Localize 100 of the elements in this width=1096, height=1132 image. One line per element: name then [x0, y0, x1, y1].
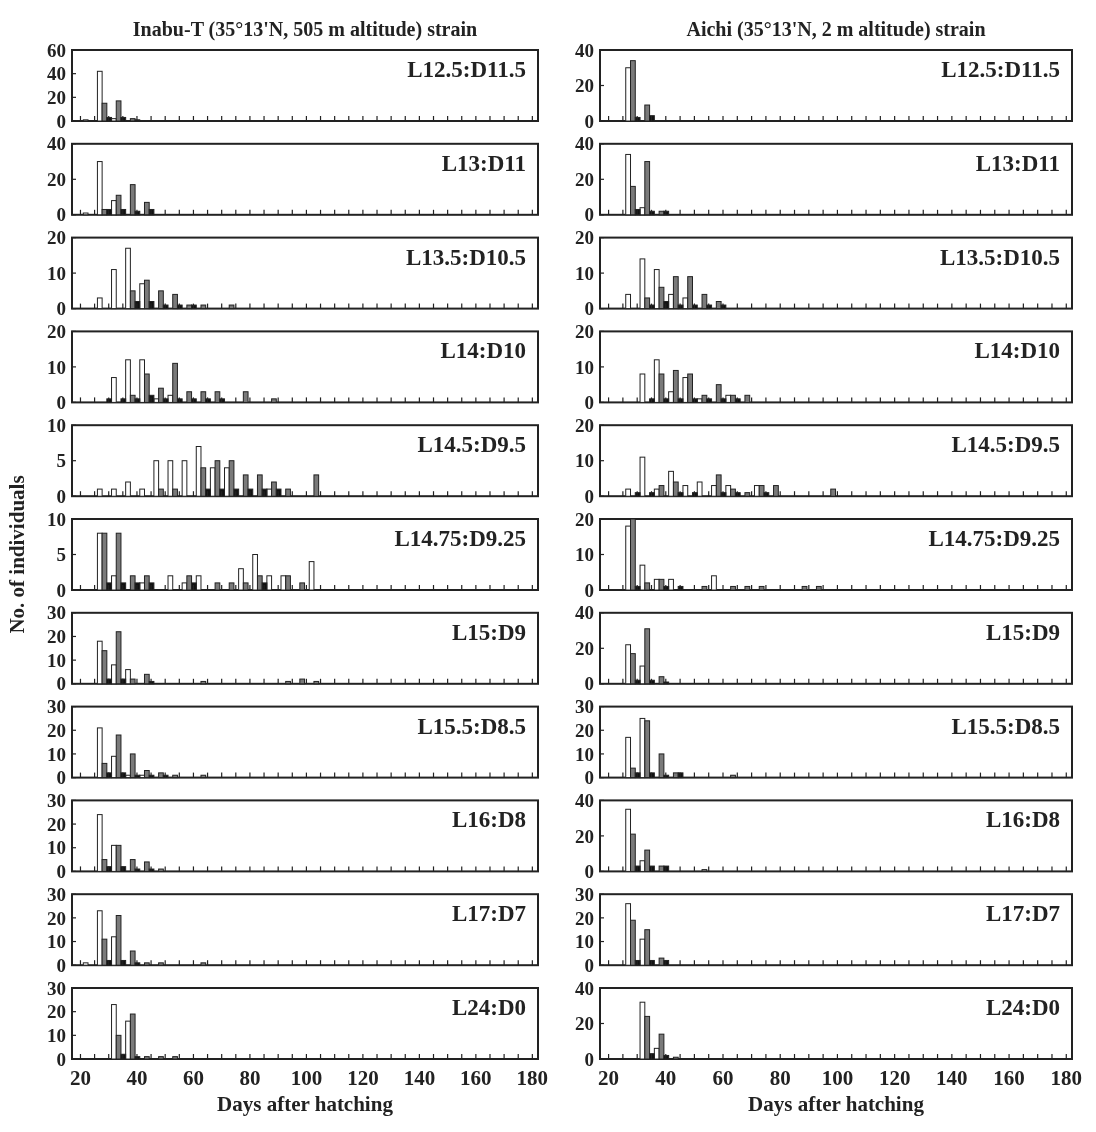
y-tick-label: 0: [56, 954, 66, 976]
y-tick-label: 20: [47, 86, 66, 108]
annotation: L15:D9: [451, 619, 526, 645]
bar: [214, 460, 221, 497]
y-tick-label: 60: [47, 39, 66, 61]
annotation: L17:D7: [451, 901, 526, 927]
x-tick-label: 140: [936, 1066, 968, 1090]
y-tick-label: 40: [575, 977, 594, 999]
annotation: L24:D0: [985, 995, 1060, 1020]
y-tick-label: 0: [584, 298, 594, 320]
annotation: L13.5:D10.5: [939, 244, 1060, 270]
y-tick-label: 10: [575, 356, 594, 378]
y-tick-label: 20: [575, 907, 594, 929]
y-tick-label: 10: [47, 508, 66, 530]
y-tick-label: 0: [584, 392, 594, 414]
y-tick-label: 20: [575, 508, 594, 530]
y-tick-label: 0: [584, 954, 594, 976]
annotation: L15.5:D8.5: [951, 713, 1060, 739]
annotation: L14.5:D9.5: [951, 432, 1060, 458]
y-tick-label: 20: [575, 414, 594, 436]
y-tick-label: 30: [47, 602, 66, 624]
y-tick-label: 10: [575, 450, 594, 472]
x-axis-title: Days after hatching: [217, 1092, 394, 1116]
y-tick-label: 10: [47, 743, 66, 765]
y-tick-label: 0: [584, 767, 594, 789]
y-tick-label: 10: [575, 544, 594, 566]
annotation: L14.75:D9.25: [394, 526, 526, 551]
x-tick-label: 40: [126, 1066, 148, 1090]
x-tick-label: 160: [460, 1066, 492, 1090]
y-tick-label: 20: [47, 719, 66, 741]
annotation: L15:D9: [985, 619, 1060, 645]
annotation: L13:D11: [441, 150, 526, 176]
annotation: L14.5:D9.5: [417, 432, 526, 458]
chart-title: Inabu-T (35°13'N, 505 m altitude) strain: [132, 18, 478, 41]
y-tick-label: 0: [584, 110, 594, 132]
y-tick-label: 0: [56, 767, 66, 789]
chart-title: Aichi (35°13'N, 2 m altitude) strain: [686, 18, 986, 41]
x-tick-label: 40: [655, 1066, 677, 1090]
bar: [115, 532, 122, 591]
y-tick-label: 40: [575, 602, 594, 624]
y-tick-label: 0: [584, 1048, 594, 1070]
y-tick-label: 20: [47, 168, 66, 190]
y-tick-label: 0: [584, 861, 594, 883]
y-axis-title: No. of individuals: [5, 475, 29, 634]
y-tick-label: 20: [47, 907, 66, 929]
y-tick-label: 0: [56, 861, 66, 883]
bar: [639, 564, 646, 591]
y-tick-label: 10: [47, 931, 66, 953]
y-tick-label: 0: [56, 1048, 66, 1070]
y-tick-label: 0: [56, 579, 66, 601]
annotation: L14.75:D9.25: [928, 526, 1060, 551]
y-tick-label: 40: [47, 63, 66, 85]
y-tick-label: 10: [47, 837, 66, 859]
annotation: L13.5:D10.5: [405, 244, 526, 270]
y-tick-label: 40: [575, 133, 594, 155]
annotation: L12.5:D11.5: [941, 57, 1060, 82]
x-tick-label: 80: [239, 1066, 261, 1090]
y-tick-label: 20: [47, 321, 66, 343]
y-tick-label: 0: [584, 579, 594, 601]
y-tick-label: 20: [47, 813, 66, 835]
annotation: L14:D10: [974, 338, 1060, 364]
y-tick-label: 20: [575, 321, 594, 343]
y-tick-label: 10: [575, 931, 594, 953]
annotation: L17:D7: [985, 901, 1060, 927]
y-tick-label: 10: [575, 743, 594, 765]
y-tick-label: 0: [584, 204, 594, 226]
annotation: L24:D0: [451, 995, 526, 1020]
y-tick-label: 20: [575, 1013, 594, 1035]
y-tick-label: 30: [575, 696, 594, 718]
y-tick-label: 0: [56, 673, 66, 695]
x-tick-label: 120: [878, 1066, 911, 1090]
annotation: L16:D8: [985, 807, 1060, 833]
bar: [658, 1033, 665, 1060]
x-tick-label: 60: [182, 1066, 204, 1090]
y-tick-label: 20: [47, 227, 66, 249]
annotation: L15.5:D8.5: [417, 713, 526, 739]
y-tick-label: 30: [47, 790, 66, 812]
annotation: L12.5:D11.5: [407, 57, 526, 82]
y-tick-label: 10: [47, 262, 66, 284]
y-tick-label: 20: [575, 75, 594, 97]
y-tick-label: 20: [575, 825, 594, 847]
x-tick-label: 60: [712, 1066, 734, 1090]
y-tick-label: 0: [56, 204, 66, 226]
x-tick-label: 180: [516, 1066, 549, 1090]
y-tick-label: 0: [56, 298, 66, 320]
bar: [101, 532, 108, 591]
y-tick-label: 0: [56, 110, 66, 132]
annotation: L13:D11: [975, 150, 1060, 176]
bar: [115, 844, 122, 872]
y-tick-label: 10: [47, 414, 66, 436]
x-tick-label: 140: [403, 1066, 436, 1090]
y-tick-label: 5: [56, 544, 66, 566]
x-axis-title: Days after hatching: [748, 1092, 925, 1116]
y-tick-label: 30: [47, 696, 66, 718]
x-tick-label: 100: [290, 1066, 323, 1090]
y-tick-label: 30: [575, 883, 594, 905]
x-tick-label: 100: [821, 1066, 854, 1090]
y-tick-label: 20: [47, 626, 66, 648]
y-tick-label: 0: [56, 485, 66, 507]
x-tick-label: 180: [1050, 1066, 1083, 1090]
